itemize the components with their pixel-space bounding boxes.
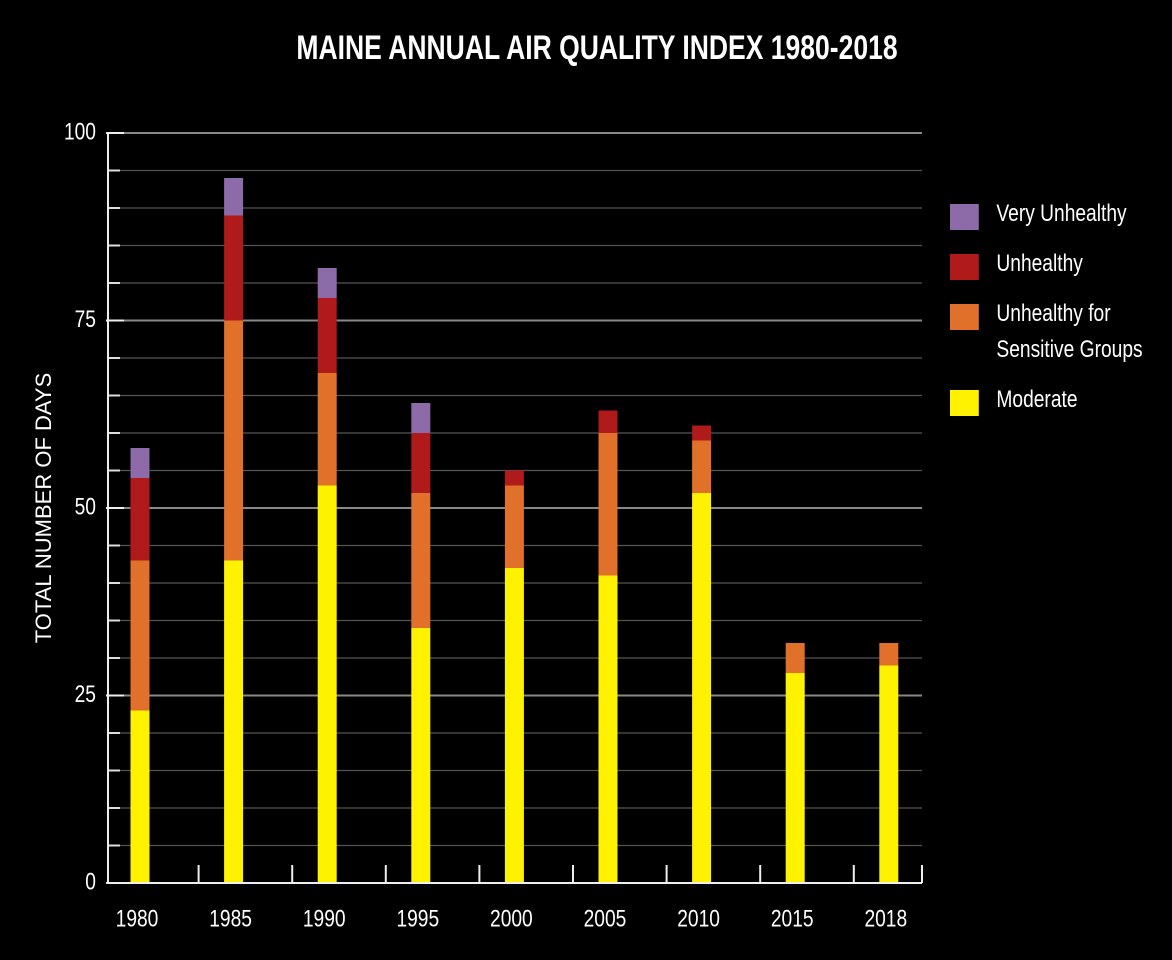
legend-label: Unhealthy bbox=[996, 250, 1083, 277]
bar-segment bbox=[224, 178, 244, 216]
bar-segment bbox=[130, 448, 150, 478]
bar-segment bbox=[879, 665, 899, 883]
legend-item: Unhealthy for Sensitive Groups bbox=[950, 300, 1158, 368]
bar-segment bbox=[317, 298, 337, 373]
bar-segment bbox=[411, 433, 431, 493]
bar-segment bbox=[598, 575, 618, 883]
x-tick-label: 1980 bbox=[116, 904, 159, 932]
legend-swatch bbox=[950, 204, 979, 230]
x-tick-label: 1995 bbox=[396, 904, 439, 932]
bar-segment bbox=[224, 560, 244, 883]
y-tick-label: 0 bbox=[85, 867, 96, 895]
legend-swatch bbox=[950, 304, 979, 330]
legend-item: Moderate bbox=[950, 386, 1158, 418]
legend-item: Very Unhealthy bbox=[950, 200, 1158, 232]
bar-segment bbox=[130, 560, 150, 711]
x-tick-label: 2005 bbox=[584, 904, 627, 932]
legend-label: Unhealthy for Sensitive Groups bbox=[996, 300, 1143, 363]
bar-segment bbox=[317, 373, 337, 486]
bar-segment bbox=[879, 643, 899, 666]
x-tick-label: 2010 bbox=[677, 904, 720, 932]
bar-segment bbox=[598, 410, 618, 433]
legend-label: Very Unhealthy bbox=[996, 200, 1127, 227]
bar-segment bbox=[411, 493, 431, 628]
y-tick-label: 100 bbox=[64, 117, 96, 145]
bar-segment bbox=[785, 673, 805, 883]
bar-segment bbox=[598, 433, 618, 576]
legend-item: Unhealthy bbox=[950, 250, 1158, 282]
x-tick-label: 1985 bbox=[209, 904, 252, 932]
y-axis-label: TOTAL NUMBER OF DAYS bbox=[31, 373, 56, 644]
x-tick-label: 1990 bbox=[303, 904, 346, 932]
legend: Very Unhealthy Unhealthy Unhealthy for Sen… bbox=[950, 200, 1158, 436]
bar-segment bbox=[692, 425, 712, 441]
x-tick-label: 2015 bbox=[771, 904, 814, 932]
legend-swatch bbox=[950, 390, 979, 416]
bar-segment bbox=[224, 215, 244, 321]
bar-segment bbox=[504, 568, 524, 883]
bar-segment bbox=[785, 643, 805, 673]
x-tick-label: 2018 bbox=[864, 904, 907, 932]
y-tick-label: 50 bbox=[75, 492, 96, 520]
bar-segment bbox=[130, 478, 150, 561]
legend-label: Moderate bbox=[996, 386, 1078, 413]
bar-segment bbox=[504, 470, 524, 486]
bar-segment bbox=[411, 403, 431, 433]
y-tick-label: 75 bbox=[75, 305, 96, 333]
y-tick-label: 25 bbox=[75, 680, 96, 708]
bar-segment bbox=[411, 628, 431, 883]
chart-title: MAINE ANNUAL AIR QUALITY INDEX 1980-2018 bbox=[296, 29, 897, 67]
legend-swatch bbox=[950, 254, 979, 280]
bar-segment bbox=[692, 440, 712, 493]
bar-segment bbox=[130, 710, 150, 883]
bar-segment bbox=[504, 485, 524, 568]
bar-segment bbox=[317, 268, 337, 298]
bar-segment bbox=[692, 493, 712, 883]
bar-segment bbox=[317, 485, 337, 883]
bar-segment bbox=[224, 320, 244, 561]
x-tick-label: 2000 bbox=[490, 904, 533, 932]
